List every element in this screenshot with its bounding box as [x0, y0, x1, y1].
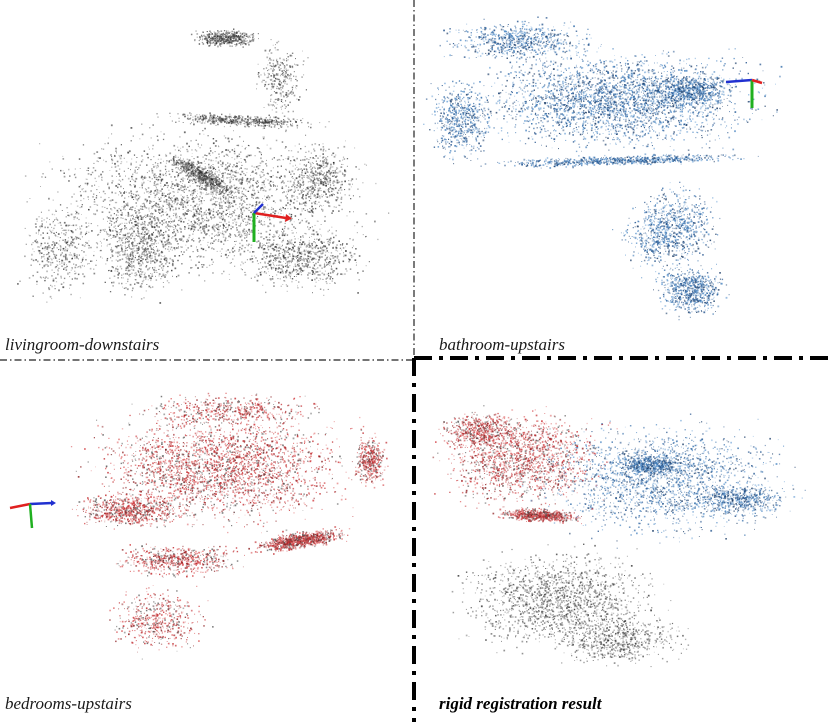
livingroom-pointcloud [17, 29, 389, 304]
registration-pointcloud [433, 405, 806, 667]
caption-bathroom: bathroom-upstairs [439, 335, 565, 355]
axes-gizmo-bedrooms [10, 500, 56, 528]
bedrooms-pointcloud [71, 393, 389, 660]
caption-registration: rigid registration result [439, 694, 601, 714]
caption-bedrooms: bedrooms-upstairs [5, 694, 132, 714]
axes-gizmo-bathroom [726, 80, 762, 108]
bathroom-pointcloud [423, 17, 782, 321]
caption-livingroom: livingroom-downstairs [5, 335, 159, 355]
